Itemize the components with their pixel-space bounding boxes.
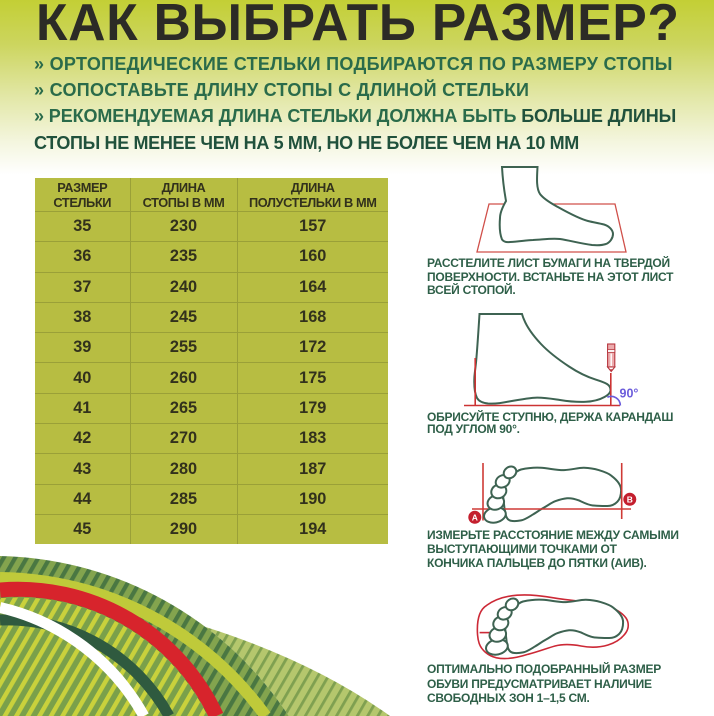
svg-text:B: B <box>627 494 633 504</box>
svg-text:90°: 90° <box>620 387 639 401</box>
svg-text:A: A <box>472 512 478 522</box>
